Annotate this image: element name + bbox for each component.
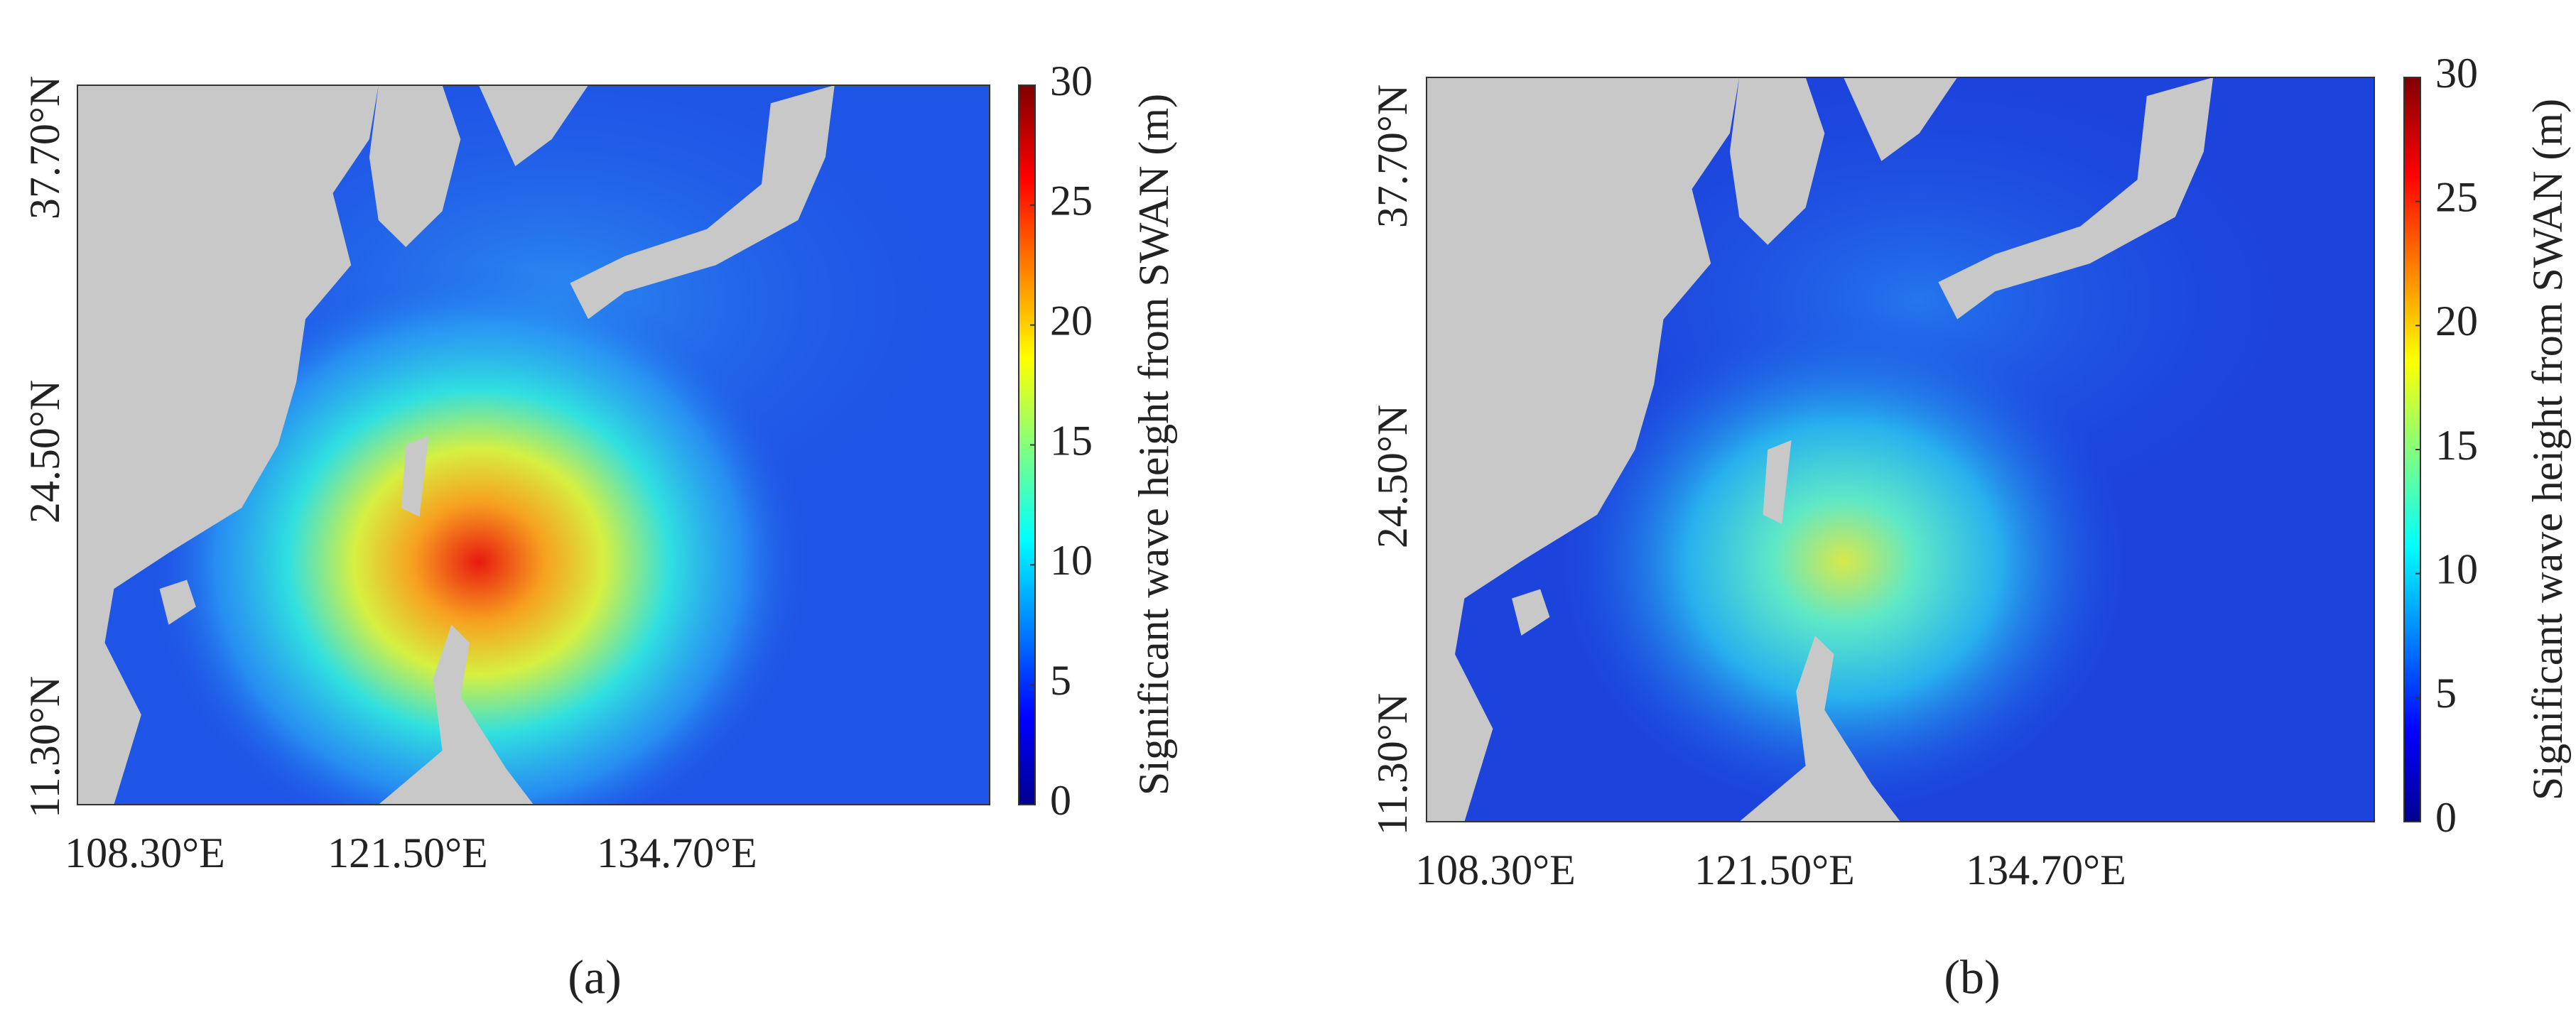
colorbar-tick-label: 25 [2435,173,2478,220]
colorbar-tick-label: 25 [1050,178,1093,224]
colorbar-tick-label: 20 [1050,297,1093,344]
colorbar-tick-label: 15 [1050,417,1093,464]
colorbar-tick-label: 10 [2435,545,2478,592]
colorbar-label: Significant wave height from SWAN (m) [1130,94,1177,795]
colorbar-label: Significant wave height from SWAN (m) [2524,99,2571,800]
y-tick-label: 37.70°N [1369,85,1416,228]
colorbar-tick-label: 20 [2435,298,2478,344]
y-tick-label: 37.70°N [21,76,68,219]
colorbar-tick-label: 5 [2435,670,2457,717]
x-tick-label: 108.30°E [65,830,225,876]
caption: (b) [1944,950,2000,1004]
colorbar-tick-label: 30 [1050,58,1093,104]
y-tick-label: 24.50°N [1369,405,1416,548]
caption: (a) [568,950,621,1004]
colorbar-tick-label: 30 [2435,50,2478,97]
colorbar-tick-label: 15 [2435,422,2478,469]
map [77,85,990,805]
x-tick-label: 121.50°E [328,830,488,876]
colorbar-tick-label: 10 [1050,537,1093,584]
colorbar-tick-label: 0 [2435,794,2457,841]
x-tick-label: 134.70°E [597,830,757,876]
colorbar-tick-label: 0 [1050,777,1071,824]
x-tick-label: 134.70°E [1966,847,2126,893]
x-tick-label: 121.50°E [1694,847,1855,893]
x-tick-label: 108.30°E [1415,847,1576,893]
y-tick-label: 24.50°N [21,380,68,523]
colorbar-tick-label: 5 [1050,657,1071,704]
panel: 108.30°E 121.50°E 134.70°E 11.30°N 24.50°N 37… [1369,50,2571,1004]
panel: 108.30°E 121.50°E 134.70°E 11.30°N 24.50°N 37… [21,58,1177,1004]
y-tick-label: 11.30°N [1369,693,1416,835]
map [1427,77,2374,822]
y-tick-label: 11.30°N [21,676,68,818]
